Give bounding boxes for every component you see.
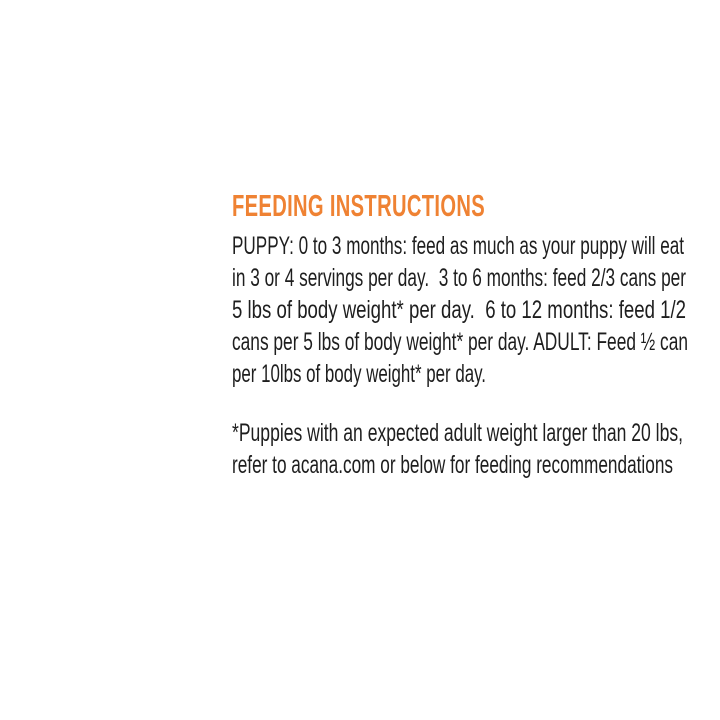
footnote-line: *Puppies with an expected adult weight l… xyxy=(232,419,683,447)
instruction-line: PUPPY: 0 to 3 months: feed as much as yo… xyxy=(232,232,684,260)
instruction-line: in 3 or 4 servings per day. 3 to 6 month… xyxy=(232,264,686,292)
instruction-line: cans per 5 lbs of body weight* per day. … xyxy=(232,328,688,356)
instruction-line: per 10lbs of body weight* per day. xyxy=(232,360,486,388)
instruction-line: 5 lbs of body weight* per day. 6 to 12 m… xyxy=(232,296,686,324)
heading: FEEDING INSTRUCTIONS xyxy=(232,188,485,223)
footnote-line: refer to acana.com or below for feeding … xyxy=(232,451,673,479)
